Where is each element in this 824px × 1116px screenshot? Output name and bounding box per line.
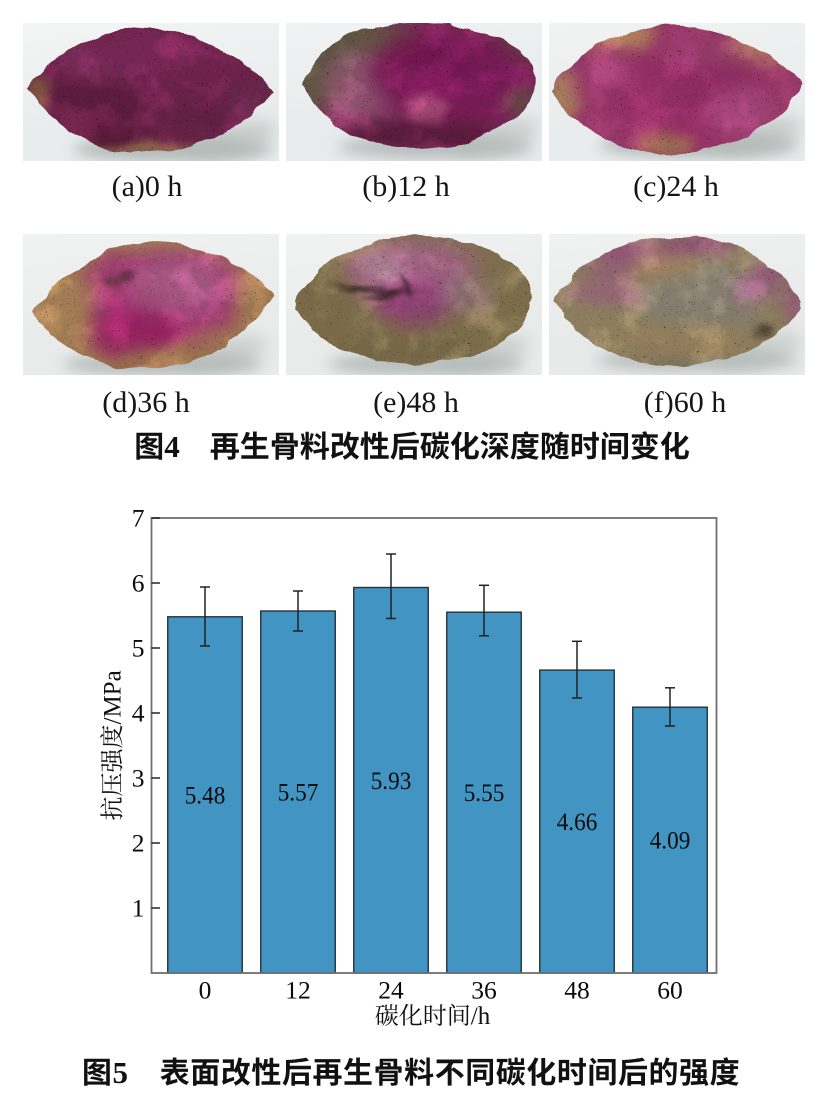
svg-text:2: 2 <box>132 829 145 858</box>
svg-text:4.09: 4.09 <box>650 827 691 855</box>
svg-text:/h: /h <box>471 1003 491 1030</box>
svg-text:1: 1 <box>132 894 145 923</box>
svg-text:(a)0 h: (a)0 h <box>112 170 183 203</box>
svg-text:4.66: 4.66 <box>557 808 598 836</box>
svg-text:5: 5 <box>132 634 145 663</box>
svg-text:(e)48 h: (e)48 h <box>373 386 459 419</box>
svg-text:/MPa: /MPa <box>100 670 127 724</box>
svg-text:48: 48 <box>564 976 590 1005</box>
svg-text:5: 5 <box>113 1055 129 1090</box>
svg-text:(c)24 h: (c)24 h <box>633 170 719 203</box>
svg-text:5.55: 5.55 <box>464 779 505 807</box>
svg-text:5.93: 5.93 <box>371 767 412 795</box>
svg-text:5.48: 5.48 <box>185 782 226 810</box>
svg-text:7: 7 <box>132 504 145 533</box>
svg-text:36: 36 <box>471 976 497 1005</box>
svg-text:6: 6 <box>132 569 145 598</box>
svg-text:0: 0 <box>199 976 212 1005</box>
svg-text:(b)12 h: (b)12 h <box>362 170 449 203</box>
svg-text:(f)60 h: (f)60 h <box>644 386 726 419</box>
svg-text:(d)36 h: (d)36 h <box>102 386 189 419</box>
svg-text:4: 4 <box>164 429 180 464</box>
svg-text:3: 3 <box>132 764 145 793</box>
svg-text:4: 4 <box>132 699 145 728</box>
svg-text:60: 60 <box>657 976 683 1005</box>
svg-text:5.57: 5.57 <box>278 779 319 807</box>
svg-text:24: 24 <box>378 976 404 1005</box>
svg-text:12: 12 <box>285 976 311 1005</box>
